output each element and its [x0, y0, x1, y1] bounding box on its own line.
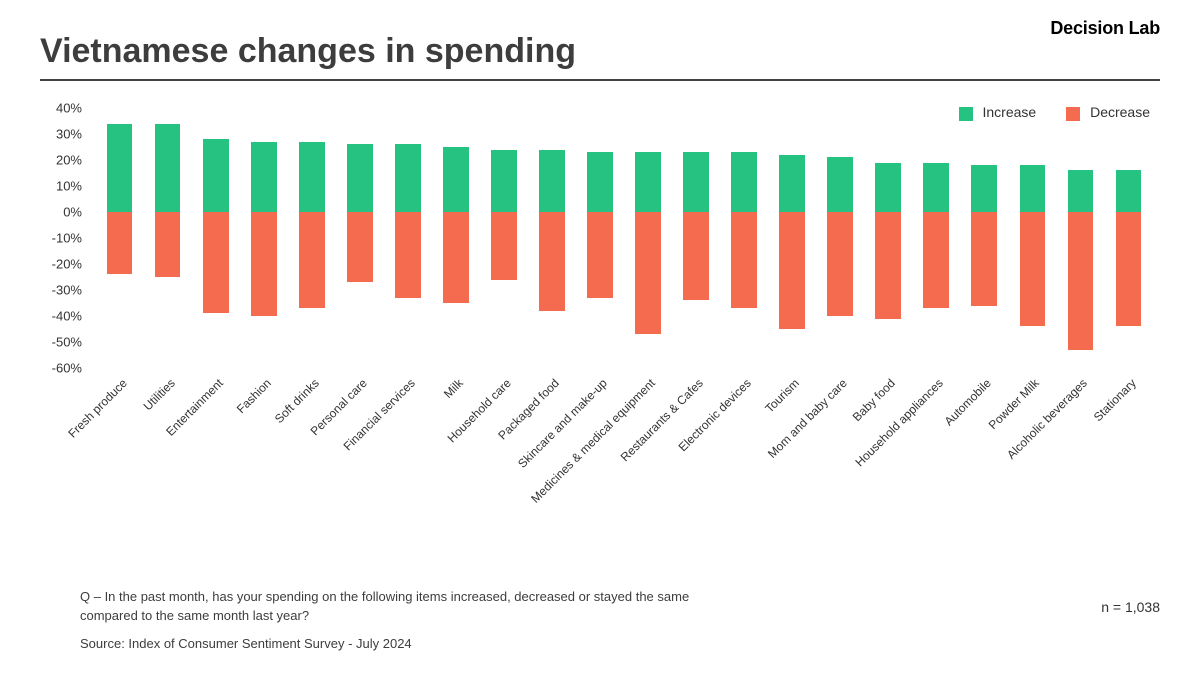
bar-decrease [395, 212, 421, 298]
y-axis-tick: 20% [40, 153, 82, 168]
bar-increase [1068, 170, 1094, 212]
bar-slot: Personal care [338, 108, 381, 368]
bar-decrease [107, 212, 133, 274]
bar-increase [1020, 165, 1046, 212]
bar-slot: Milk [434, 108, 477, 368]
bar-slot: Packaged food [530, 108, 573, 368]
bar-slot: Alcoholic beverages [1059, 108, 1102, 368]
bar-decrease [155, 212, 181, 277]
bar-decrease [587, 212, 613, 298]
bar-decrease [203, 212, 229, 313]
x-axis-label: Utilities [140, 376, 177, 413]
bar-increase [587, 152, 613, 212]
x-axis-label: Fresh produce [65, 376, 130, 441]
bar-increase [491, 150, 517, 212]
footer-question-line1: Q – In the past month, has your spending… [80, 587, 1160, 607]
bar-slot: Mom and baby care [819, 108, 862, 368]
bar-slot: Entertainment [194, 108, 237, 368]
bar-increase [875, 163, 901, 212]
bar-decrease [923, 212, 949, 308]
bar-increase [539, 150, 565, 212]
bar-slot: Powder Milk [1011, 108, 1054, 368]
x-axis-label: Restaurants & Cafes [618, 376, 706, 464]
bar-decrease [971, 212, 997, 306]
bar-slot: Fashion [242, 108, 285, 368]
bar-slot: Household appliances [915, 108, 958, 368]
bar-increase [683, 152, 709, 212]
title-underline [40, 79, 1160, 81]
chart-area: Fresh produceUtilitiesEntertainmentFashi… [40, 108, 1160, 548]
x-axis-label: Tourism [762, 376, 802, 416]
y-axis-tick: -60% [40, 361, 82, 376]
bar-increase [1116, 170, 1142, 212]
bar-decrease [491, 212, 517, 280]
bar-slot: Baby food [867, 108, 910, 368]
y-axis-tick: -30% [40, 283, 82, 298]
bar-increase [923, 163, 949, 212]
x-axis-label: Milk [441, 376, 466, 401]
bar-decrease [539, 212, 565, 311]
bar-decrease [875, 212, 901, 319]
y-axis-tick: -50% [40, 335, 82, 350]
x-axis-label: Stationary [1090, 376, 1138, 424]
bar-increase [299, 142, 325, 212]
bar-slot: Utilities [146, 108, 189, 368]
bar-decrease [1116, 212, 1142, 326]
bar-increase [827, 157, 853, 212]
bar-increase [635, 152, 661, 212]
bar-increase [155, 124, 181, 212]
bar-increase [347, 144, 373, 212]
y-axis-tick: 10% [40, 179, 82, 194]
y-axis-tick: -20% [40, 257, 82, 272]
bar-slot: Electronic devices [723, 108, 766, 368]
bar-slot: Automobile [963, 108, 1006, 368]
bar-decrease [1020, 212, 1046, 326]
bar-slot: Restaurants & Cafes [675, 108, 718, 368]
x-axis-label: Soft drinks [272, 376, 322, 426]
footer-question-line2: compared to the same month last year? [80, 606, 1160, 626]
chart-plot: Fresh produceUtilitiesEntertainmentFashi… [90, 108, 1150, 368]
chart-footer: Q – In the past month, has your spending… [80, 587, 1160, 654]
y-axis-tick: 40% [40, 101, 82, 116]
chart-title: Vietnamese changes in spending [40, 32, 1160, 71]
bar-slot: Household care [482, 108, 525, 368]
bar-increase [779, 155, 805, 212]
bar-slot: Fresh produce [98, 108, 141, 368]
bar-decrease [731, 212, 757, 308]
bar-slot: Soft drinks [290, 108, 333, 368]
y-axis-tick: 0% [40, 205, 82, 220]
bar-increase [251, 142, 277, 212]
bar-decrease [635, 212, 661, 334]
bar-increase [443, 147, 469, 212]
bar-increase [203, 139, 229, 212]
bar-decrease [347, 212, 373, 282]
bar-decrease [779, 212, 805, 329]
bar-decrease [827, 212, 853, 316]
x-axis-label: Skincare and make-up [515, 376, 610, 471]
x-axis-label: Fashion [233, 376, 273, 416]
bar-increase [731, 152, 757, 212]
bar-slot: Stationary [1107, 108, 1150, 368]
bar-decrease [299, 212, 325, 308]
bar-slot: Skincare and make-up [578, 108, 621, 368]
x-axis-label: Household appliances [853, 376, 946, 469]
bar-slot: Tourism [771, 108, 814, 368]
bar-increase [107, 124, 133, 212]
y-axis-tick: 30% [40, 127, 82, 142]
bar-slot: Financial services [386, 108, 429, 368]
x-axis-label: Baby food [850, 376, 898, 424]
y-axis-tick: -10% [40, 231, 82, 246]
bar-decrease [251, 212, 277, 316]
bar-increase [971, 165, 997, 212]
bar-slot: Medicines & medical equipment [627, 108, 670, 368]
bar-decrease [1068, 212, 1094, 350]
bar-decrease [683, 212, 709, 300]
chart-bars: Fresh produceUtilitiesEntertainmentFashi… [90, 108, 1150, 368]
brand-logo-text: Decision Lab [1050, 18, 1160, 39]
bar-increase [395, 144, 421, 212]
bar-decrease [443, 212, 469, 303]
y-axis-tick: -40% [40, 309, 82, 324]
footer-source: Source: Index of Consumer Sentiment Surv… [80, 634, 1160, 654]
